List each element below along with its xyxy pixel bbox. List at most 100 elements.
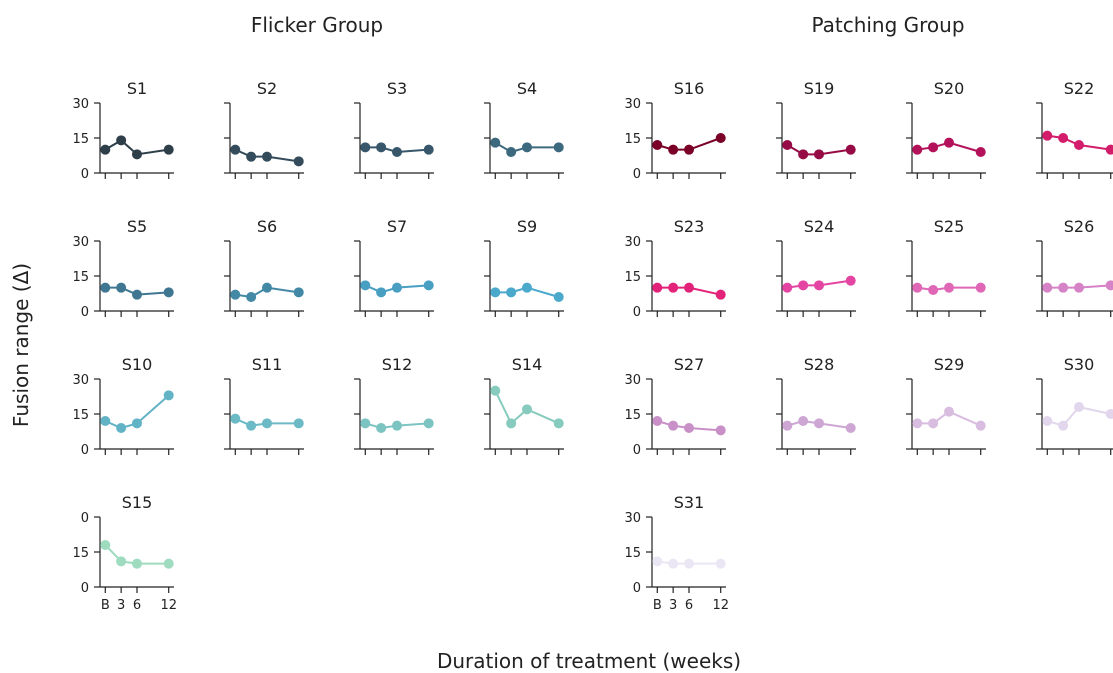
data-point-s15 [100, 540, 111, 550]
data-point-s25 [975, 282, 986, 293]
data-point-s20 [944, 137, 954, 148]
data-point-s26 [1058, 282, 1069, 293]
series-line-s15 [104, 544, 169, 565]
data-point-s14 [490, 385, 501, 396]
panel-title-s7: S7 [387, 217, 407, 236]
x-tick-label: 3 [117, 598, 125, 613]
data-point-s20 [975, 147, 986, 157]
data-point-s15 [116, 556, 127, 567]
panel-title-s6: S6 [257, 217, 277, 236]
x-tick-label: 12 [712, 598, 729, 613]
data-point-s27 [684, 423, 694, 433]
data-point-s7 [423, 280, 434, 291]
series-line-s10 [104, 394, 170, 430]
data-point-s10 [116, 423, 127, 433]
series-line-s16 [657, 137, 722, 151]
data-point-s28 [845, 423, 856, 433]
data-point-s9 [490, 287, 501, 298]
series-line-s7 [364, 284, 429, 294]
data-point-s29 [928, 418, 939, 429]
data-point-s14 [522, 404, 532, 415]
data-point-s12 [376, 423, 387, 433]
data-point-s2 [246, 151, 257, 162]
data-point-s31 [668, 558, 679, 569]
data-point-s3 [423, 144, 434, 155]
data-point-s16 [715, 133, 726, 143]
data-point-s14 [506, 418, 517, 429]
series-line-s31 [657, 560, 721, 565]
data-point-s22 [1105, 144, 1113, 155]
data-point-s23 [684, 282, 694, 293]
panel-s24: S24 [776, 217, 856, 317]
panel-title-s4: S4 [517, 79, 537, 98]
x-axis-label: Duration of treatment (weeks) [437, 649, 741, 673]
data-point-s30 [1105, 409, 1113, 419]
y-tick-label: 0 [81, 581, 89, 596]
panel-s7: S7 [354, 217, 434, 317]
panel-title-s15: S15 [122, 493, 153, 512]
data-point-s20 [912, 144, 923, 155]
panel-s19: S19 [776, 79, 856, 179]
y-tick-label: 15 [72, 270, 89, 285]
data-point-s26 [1105, 280, 1113, 291]
y-tick-label: 30 [624, 373, 641, 388]
y-tick-label: 15 [624, 132, 641, 147]
series-line-s27 [657, 420, 721, 432]
y-tick-label: 30 [72, 373, 89, 388]
data-point-s26 [1074, 282, 1084, 293]
panel-title-s20: S20 [934, 79, 965, 98]
data-point-s28 [814, 418, 824, 429]
data-point-s5 [116, 282, 127, 293]
panel-title-s11: S11 [252, 355, 283, 374]
data-point-s30 [1074, 402, 1084, 412]
data-point-s6 [293, 287, 304, 298]
data-point-s5 [100, 282, 111, 293]
series-line-s14 [494, 390, 560, 425]
y-tick-label: 0 [81, 167, 89, 182]
panel-title-s19: S19 [804, 79, 835, 98]
panel-s27: S27 0 15 30 [624, 355, 726, 458]
data-point-s12 [423, 418, 434, 429]
x-tick-label: 12 [160, 598, 177, 613]
data-point-s19 [814, 149, 824, 160]
data-point-s22 [1042, 130, 1053, 141]
data-point-s31 [684, 558, 694, 569]
series-line-s9 [495, 286, 559, 298]
panel-s5: S5 0 15 30 [72, 217, 174, 320]
flicker-group-title: Flicker Group [251, 13, 383, 37]
series-line-s22 [1047, 134, 1111, 151]
data-point-s25 [928, 285, 939, 295]
panel-title-s30: S30 [1064, 355, 1095, 374]
x-tick-label: B [653, 598, 662, 613]
panel-title-s22: S22 [1064, 79, 1095, 98]
data-point-s9 [553, 292, 564, 302]
data-point-s11 [293, 418, 304, 429]
y-tick-label: 15 [72, 132, 89, 147]
data-point-s23 [668, 282, 679, 293]
y-axis-label: Fusion range (Δ) [9, 263, 33, 427]
data-point-s11 [230, 413, 241, 424]
y-tick-label: 0 [633, 167, 641, 182]
data-point-s22 [1058, 133, 1069, 143]
panel-s4: S4 [484, 79, 564, 179]
data-point-s10 [132, 418, 142, 429]
panel-title-s28: S28 [804, 355, 835, 374]
panel-title-s1: S1 [127, 79, 147, 98]
panel-s9: S9 [484, 217, 564, 317]
panel-s23: S23 0 15 30 [624, 217, 726, 320]
panel-s6: S6 [224, 217, 304, 317]
panel-s11: S11 [224, 355, 304, 455]
series-line-s28 [787, 419, 851, 429]
series-line-s29 [917, 410, 982, 427]
series-line-s6 [235, 286, 299, 299]
x-tick-label: 6 [133, 598, 141, 613]
panel-s28: S28 [776, 355, 856, 455]
data-point-s3 [360, 142, 371, 153]
series-line-s24 [787, 279, 851, 289]
data-point-s31 [715, 558, 726, 569]
data-point-s25 [944, 282, 954, 293]
data-point-s7 [392, 282, 402, 293]
data-point-s28 [798, 416, 809, 426]
series-line-s20 [917, 141, 981, 153]
